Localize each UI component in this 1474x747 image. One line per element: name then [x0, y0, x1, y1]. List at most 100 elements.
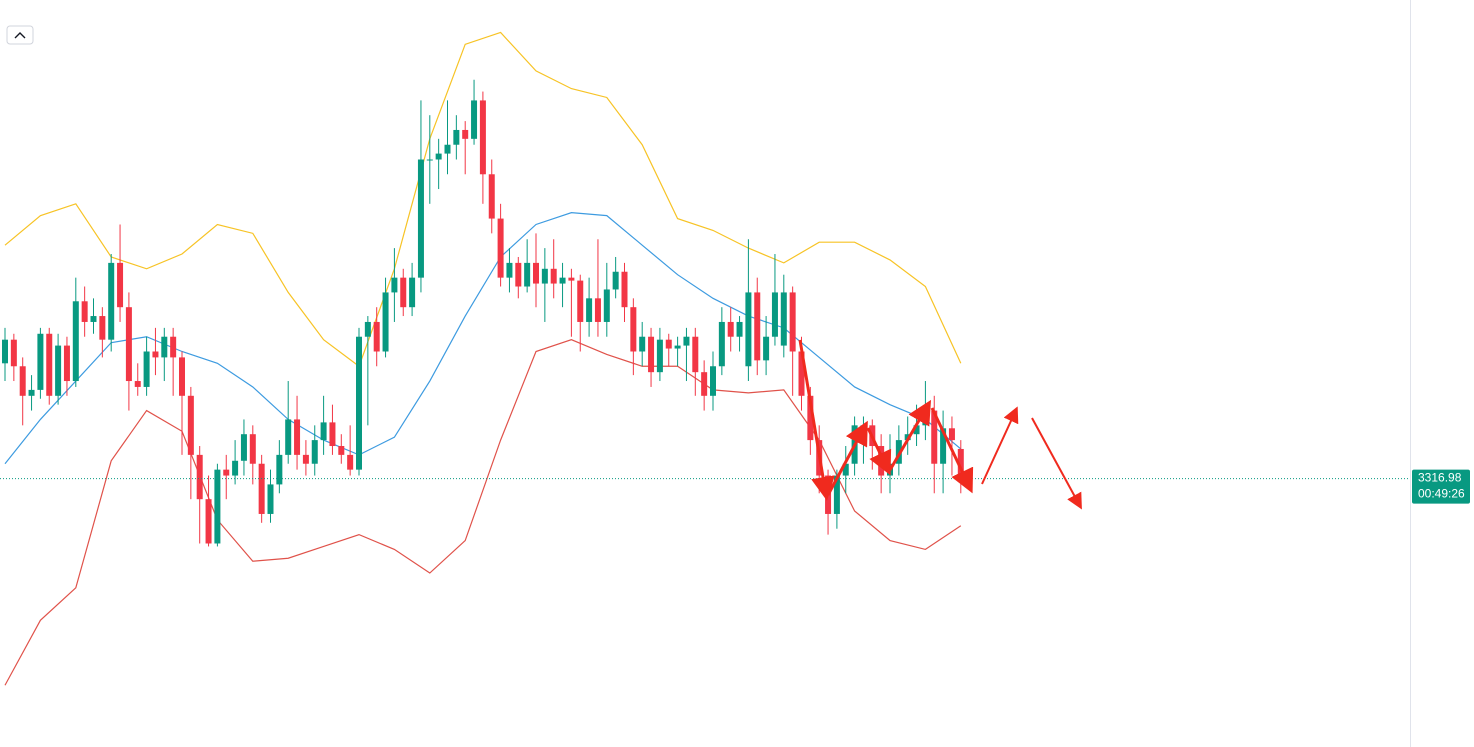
candle-body: [745, 292, 752, 367]
candle-body: [789, 292, 796, 352]
candle-body: [63, 345, 70, 382]
candle-body: [444, 144, 451, 154]
candle-body: [506, 262, 513, 278]
candle-body: [798, 351, 805, 396]
candle-body: [125, 307, 132, 382]
candle-body: [479, 100, 486, 175]
candle-body: [205, 499, 212, 544]
candle-body: [72, 301, 79, 382]
candle-body: [763, 336, 770, 361]
candle-body: [771, 292, 778, 337]
annotation-arrows: [798, 339, 1082, 510]
candle-body: [630, 307, 637, 352]
candle-body: [99, 316, 106, 340]
candle-body: [373, 321, 380, 352]
candle-body: [108, 262, 115, 340]
band-line: [4, 339, 962, 686]
candle-body: [152, 351, 159, 358]
candle-body: [276, 454, 283, 485]
last-price-label: 3316.98: [1418, 471, 1462, 485]
candle-body: [294, 419, 301, 455]
candle-body: [435, 153, 442, 160]
arrow: [1031, 417, 1082, 510]
candle-body: [179, 357, 185, 396]
candle-body: [329, 422, 336, 447]
candle-body: [533, 262, 539, 284]
candle-body: [46, 333, 53, 396]
candle-body: [736, 321, 743, 337]
candle-body: [639, 336, 646, 352]
candle-body: [382, 292, 389, 352]
candle-body: [90, 316, 97, 322]
band-line: [4, 31, 962, 368]
candle-body: [931, 410, 938, 464]
candle-body: [302, 454, 309, 464]
candle-body: [913, 425, 920, 435]
arrow: [866, 427, 892, 476]
candle-body: [586, 298, 593, 322]
candle-body: [754, 292, 761, 361]
candle-body: [621, 271, 628, 308]
candle-body: [81, 301, 88, 322]
candle-body: [833, 475, 840, 514]
band-line: [4, 212, 962, 465]
candle-body: [196, 454, 203, 500]
arrow: [981, 406, 1019, 485]
candle-body: [957, 448, 964, 479]
candle-body: [665, 339, 672, 349]
collapse-button[interactable]: [6, 25, 34, 45]
candle-body: [577, 280, 584, 322]
candle-body: [232, 460, 239, 476]
candle-body: [656, 339, 663, 373]
arrow: [798, 339, 835, 501]
candle-body: [28, 389, 35, 396]
candle-body: [161, 336, 168, 358]
candle-body: [497, 218, 504, 278]
candle-body: [356, 336, 362, 470]
candle-body: [568, 277, 575, 281]
candle-body: [710, 366, 716, 396]
candles: [0, 79, 1410, 547]
candle-body: [347, 454, 354, 470]
candle-body: [417, 159, 424, 278]
candle-body: [462, 129, 469, 139]
candle-body: [780, 292, 787, 346]
candle-body: [223, 469, 230, 476]
candle-body: [612, 271, 619, 290]
candle-body: [727, 321, 734, 337]
countdown-label: 00:49:26: [1418, 487, 1465, 501]
candle-body: [940, 428, 947, 464]
candle-body: [320, 422, 327, 441]
candle-body: [134, 381, 141, 387]
arrow: [888, 399, 932, 471]
last-price-box: [1412, 469, 1470, 504]
candle-body: [559, 277, 566, 284]
candle-body: [648, 336, 655, 373]
candle-body: [400, 277, 407, 308]
chevron-icon: [14, 32, 26, 39]
candle-body: [249, 434, 256, 464]
candle-body: [311, 440, 318, 464]
candle-body: [807, 395, 814, 441]
candle-body: [187, 395, 194, 455]
candle-body: [594, 298, 601, 322]
candle-body: [364, 321, 371, 337]
candle-body: [2, 339, 8, 364]
candle-body: [117, 262, 124, 308]
candle-body: [683, 336, 690, 346]
candle-body: [471, 100, 478, 139]
candle-body: [701, 372, 708, 396]
y-axis: 3316.98 00:49:26: [1412, 469, 1470, 504]
candle-body: [948, 428, 955, 441]
candle-body: [170, 336, 177, 358]
candle-body: [674, 345, 681, 349]
button-frame[interactable]: [6, 25, 34, 45]
candle-body: [842, 463, 849, 476]
candle-body: [409, 277, 416, 308]
candle-body: [214, 469, 221, 544]
candle-body: [240, 434, 247, 461]
candle-body: [515, 262, 522, 287]
candle-body: [19, 366, 26, 396]
candle-body: [718, 321, 725, 367]
